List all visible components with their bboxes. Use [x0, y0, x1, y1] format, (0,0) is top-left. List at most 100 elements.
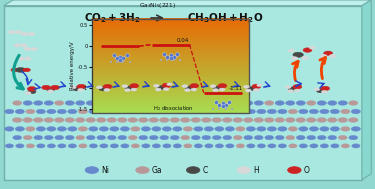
Circle shape [86, 118, 96, 122]
Circle shape [65, 135, 74, 140]
Circle shape [212, 135, 221, 140]
Circle shape [205, 144, 213, 148]
Bar [92, 35, 249, 38]
Circle shape [85, 167, 99, 174]
Circle shape [78, 109, 87, 114]
Circle shape [349, 101, 358, 105]
Circle shape [18, 57, 24, 60]
Circle shape [86, 135, 95, 140]
Circle shape [121, 144, 129, 148]
Circle shape [265, 101, 274, 105]
Circle shape [28, 90, 36, 94]
Circle shape [293, 52, 303, 57]
Circle shape [286, 101, 295, 105]
Bar [92, 75, 249, 78]
Circle shape [21, 32, 28, 36]
Circle shape [76, 135, 85, 140]
Bar [92, 30, 249, 33]
Circle shape [186, 167, 200, 174]
Circle shape [296, 135, 305, 140]
Circle shape [4, 109, 14, 114]
Circle shape [15, 30, 22, 34]
Circle shape [104, 88, 110, 91]
Circle shape [117, 118, 127, 122]
Circle shape [163, 144, 171, 148]
Circle shape [131, 109, 140, 114]
Circle shape [155, 88, 161, 91]
Circle shape [317, 118, 327, 122]
Circle shape [212, 118, 222, 122]
Circle shape [26, 109, 35, 114]
Circle shape [321, 86, 330, 91]
Circle shape [89, 144, 98, 148]
Circle shape [13, 135, 22, 140]
Circle shape [236, 109, 245, 114]
Circle shape [159, 118, 169, 122]
Circle shape [348, 118, 358, 122]
Circle shape [68, 144, 76, 148]
Circle shape [68, 109, 77, 114]
Circle shape [70, 86, 76, 89]
Circle shape [194, 109, 203, 114]
Bar [92, 44, 249, 47]
Bar [92, 37, 249, 40]
Circle shape [31, 47, 38, 51]
Circle shape [185, 86, 194, 90]
Circle shape [293, 84, 302, 89]
Circle shape [86, 101, 95, 105]
Circle shape [23, 118, 33, 122]
Circle shape [57, 109, 67, 114]
Circle shape [256, 127, 266, 131]
Text: H: H [253, 166, 259, 175]
Circle shape [275, 135, 284, 140]
Bar [92, 68, 249, 71]
Circle shape [110, 144, 118, 148]
Circle shape [131, 127, 140, 131]
Circle shape [320, 144, 328, 148]
Circle shape [214, 109, 224, 114]
Bar [92, 61, 249, 64]
Circle shape [245, 89, 251, 92]
Circle shape [302, 56, 308, 60]
Bar [92, 28, 249, 31]
Circle shape [48, 90, 54, 93]
Circle shape [331, 144, 339, 148]
Circle shape [88, 127, 98, 131]
Circle shape [351, 127, 361, 131]
Bar [92, 80, 249, 83]
Circle shape [306, 118, 316, 122]
Circle shape [131, 88, 137, 91]
Circle shape [243, 118, 253, 122]
Circle shape [254, 118, 264, 122]
Circle shape [13, 101, 22, 105]
Circle shape [215, 144, 223, 148]
Circle shape [265, 135, 274, 140]
Circle shape [252, 84, 261, 89]
Circle shape [204, 109, 214, 114]
Circle shape [182, 85, 188, 88]
Circle shape [191, 135, 200, 140]
Circle shape [310, 144, 318, 148]
Circle shape [202, 101, 211, 105]
Text: $\mathrm{Ga_3Ni_5(221)}$: $\mathrm{Ga_3Ni_5(221)}$ [139, 1, 176, 10]
Circle shape [225, 127, 235, 131]
Bar [92, 33, 249, 36]
Circle shape [55, 135, 64, 140]
Circle shape [44, 135, 53, 140]
Polygon shape [362, 0, 371, 180]
Circle shape [298, 127, 308, 131]
Circle shape [244, 101, 253, 105]
Circle shape [44, 101, 53, 105]
Circle shape [75, 101, 85, 105]
Circle shape [99, 127, 109, 131]
Circle shape [149, 135, 158, 140]
Bar [92, 110, 249, 113]
Circle shape [21, 44, 27, 47]
Circle shape [222, 118, 232, 122]
Circle shape [288, 109, 298, 114]
Circle shape [247, 87, 255, 91]
Circle shape [88, 109, 98, 114]
Bar [92, 84, 249, 87]
Circle shape [257, 144, 265, 148]
Bar [92, 92, 249, 94]
